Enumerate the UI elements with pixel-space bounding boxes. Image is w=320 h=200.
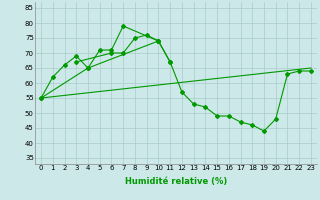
X-axis label: Humidité relative (%): Humidité relative (%) bbox=[125, 177, 227, 186]
